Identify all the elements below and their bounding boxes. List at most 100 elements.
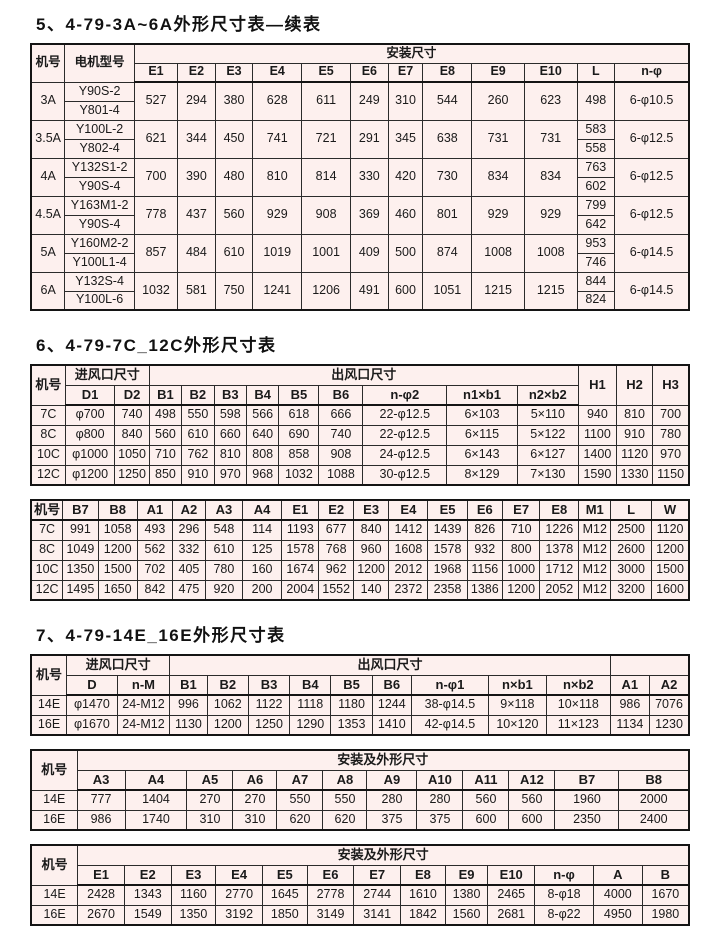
column-header: n×b2 xyxy=(545,674,611,696)
column-header: H2 xyxy=(615,364,654,406)
table-cell: 42-φ14.5 xyxy=(410,714,489,736)
table-cell: 1350 xyxy=(62,559,99,581)
table-cell: 6-φ10.5 xyxy=(614,81,690,121)
column-header: E1 xyxy=(133,62,179,83)
table-cell: 968 xyxy=(245,464,280,486)
table-cell: 550 xyxy=(276,789,324,811)
table-cell: 1290 xyxy=(289,714,332,736)
table-cell: 10×118 xyxy=(545,694,611,716)
column-header: E2 xyxy=(123,864,172,886)
table-cell: 908 xyxy=(318,444,364,466)
table-cell: 2012 xyxy=(388,559,429,581)
table-cell: 970 xyxy=(213,464,248,486)
column-header: W xyxy=(651,499,690,521)
table-cell: 460 xyxy=(387,195,424,235)
table-cell: 10C xyxy=(30,559,64,581)
column-header: 进风口尺寸 xyxy=(66,654,171,676)
table-cell: 618 xyxy=(278,404,320,426)
table-cell: 1500 xyxy=(651,559,690,581)
column-header: L xyxy=(610,499,653,521)
table-cell: 7076 xyxy=(649,694,690,716)
table-cell: 8C xyxy=(30,539,64,561)
table-cell: 1670 xyxy=(641,884,690,906)
table-cell: 640 xyxy=(245,424,280,446)
table-row: 16E 986 1740 310 310 620 620 375 375 600 600 2350 24… xyxy=(30,809,690,831)
table-cell: 621 xyxy=(133,119,179,159)
table-cell: 475 xyxy=(172,579,206,601)
column-header: B5 xyxy=(330,674,373,696)
table-cell: 1200 xyxy=(206,714,249,736)
table-cell: 1578 xyxy=(427,539,468,561)
table-cell: 332 xyxy=(172,539,206,561)
table-cell: 777 xyxy=(76,789,126,811)
column-header: 安装及外形尺寸 xyxy=(77,844,690,866)
table-cell: 611 xyxy=(301,81,352,121)
table-cell: 16E xyxy=(30,904,79,926)
table-cell: 929 xyxy=(523,195,578,235)
table-cell: 1122 xyxy=(247,694,291,716)
table-cell: 1552 xyxy=(318,579,354,601)
table-cell: 310 xyxy=(186,809,234,831)
table-cell: 1250 xyxy=(114,464,150,486)
table-cell: 2770 xyxy=(215,884,263,906)
table-cell: 8C xyxy=(30,424,66,446)
table-row: 机号 电机型号 安装尺寸 xyxy=(30,43,690,83)
table-cell: 3A xyxy=(30,81,66,121)
table-cell: 22-φ12.5 xyxy=(362,404,448,426)
table-cell: 1353 xyxy=(330,714,373,736)
table-cell: 500 xyxy=(387,233,424,273)
table-cell: 6×127 xyxy=(516,444,579,466)
table-cell: 1062 xyxy=(206,694,249,716)
table-cell: 409 xyxy=(350,233,389,273)
table-cell: 375 xyxy=(416,809,464,831)
table-cell: 799 xyxy=(576,195,616,216)
column-header xyxy=(609,654,690,676)
table-cell: 294 xyxy=(177,81,216,121)
table-cell: 730 xyxy=(422,157,473,197)
table-row: 6A Y132S-4 1032 581 750 1241 1206 491 600 1051 121… xyxy=(30,271,690,311)
table-cell: 10C xyxy=(30,444,66,466)
table-cell: 560 xyxy=(148,424,183,446)
column-header: 机号 xyxy=(30,364,66,406)
table-row: A3 A4 A5 A6 A7 A8 A9 A10 A11 A12 B7 B8 xyxy=(31,769,690,791)
table-cell: 746 xyxy=(576,252,616,273)
column-header: E7 xyxy=(353,864,402,886)
table-cell: 1578 xyxy=(281,539,320,561)
table-cell: 731 xyxy=(471,119,525,159)
table-cell: 1244 xyxy=(371,694,412,716)
table-cell: 2744 xyxy=(353,884,402,906)
table-cell: 1439 xyxy=(427,519,468,541)
table-cell: 814 xyxy=(301,157,352,197)
table-cell: φ700 xyxy=(64,404,116,426)
table-cell: 5×110 xyxy=(516,404,579,426)
table-cell: 1200 xyxy=(352,559,390,581)
table-cell: 24-φ12.5 xyxy=(362,444,448,466)
table-cell: 437 xyxy=(177,195,216,235)
table-cell: 1842 xyxy=(400,904,446,926)
table-cell: φ1000 xyxy=(64,444,116,466)
table-cell: 810 xyxy=(213,444,248,466)
table-cell: 8×129 xyxy=(446,464,518,486)
table-cell: 310 xyxy=(232,809,278,831)
table-cell: 560 xyxy=(462,789,510,811)
table-cell: 345 xyxy=(387,119,424,159)
column-header: A1 xyxy=(609,674,651,696)
table-cell: 778 xyxy=(133,195,179,235)
column-header: E8 xyxy=(539,499,580,521)
table-cell: 602 xyxy=(576,176,616,197)
column-header: D2 xyxy=(114,384,150,406)
table-cell: 908 xyxy=(301,195,352,235)
table-cell: 270 xyxy=(232,789,278,811)
column-header: A3 xyxy=(76,769,126,791)
table-cell: 920 xyxy=(204,579,244,601)
column-header: E2 xyxy=(177,62,216,83)
section-7c-12c-title: 6、4-79-7C_12C外形尺寸表 xyxy=(36,336,277,355)
table-cell: 6-φ12.5 xyxy=(614,195,690,235)
table-cell: 710 xyxy=(501,519,541,541)
table-cell: 450 xyxy=(214,119,254,159)
table-cell: 8-φ22 xyxy=(534,904,594,926)
table-cell: 1980 xyxy=(641,904,690,926)
column-header: A xyxy=(592,864,643,886)
table-cell: φ1200 xyxy=(64,464,116,486)
table-cell: 1008 xyxy=(523,233,578,273)
